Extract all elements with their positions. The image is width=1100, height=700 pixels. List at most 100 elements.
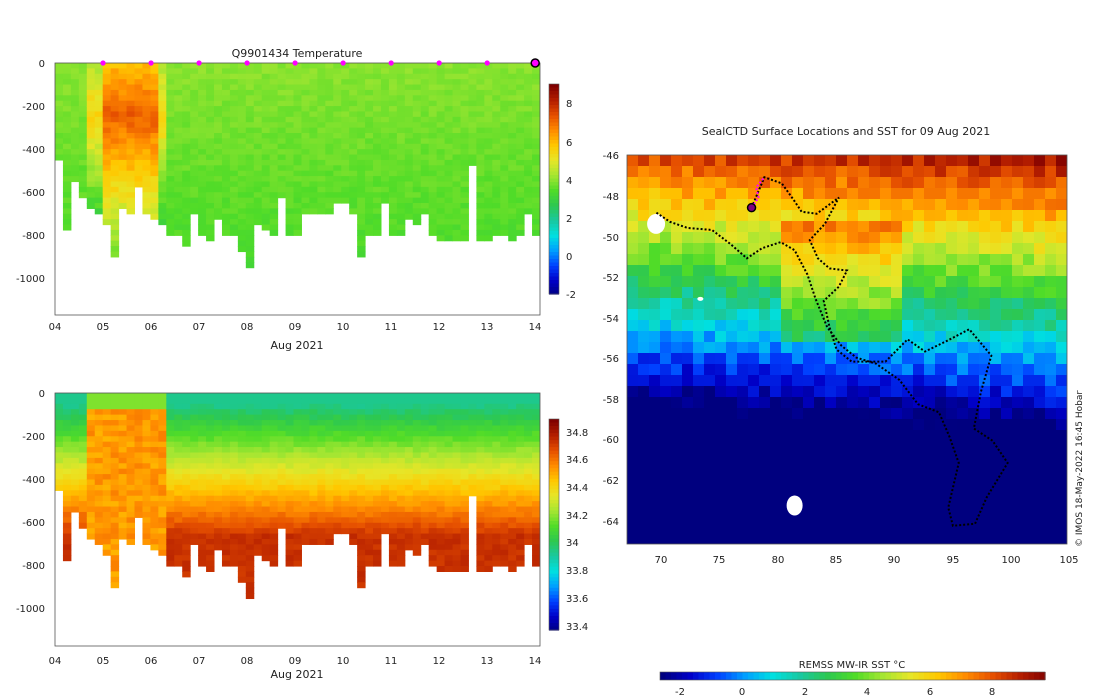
profile-cell (325, 538, 334, 545)
profile-cell (55, 100, 64, 107)
sst-cell (847, 232, 859, 244)
profile-cell (269, 463, 279, 470)
profile-cell (532, 154, 540, 161)
profile-cell (452, 484, 461, 491)
profile-cell (174, 219, 183, 226)
profile-cell (380, 176, 390, 183)
sst-cell (803, 254, 815, 266)
profile-cell (444, 116, 454, 123)
profile-cell (436, 73, 446, 80)
profile-cell (253, 501, 263, 508)
profile-cell (436, 143, 446, 150)
profile-cell (444, 463, 454, 470)
sst-cell (748, 430, 760, 442)
sst-cell (847, 188, 859, 200)
profile-cell (373, 203, 382, 209)
profile-cell (428, 213, 438, 220)
profile-cell (301, 452, 310, 459)
profile-cell (261, 68, 271, 75)
profile-cell (158, 197, 167, 204)
sst-cell (759, 397, 771, 409)
sst-cell (627, 199, 639, 211)
profile-cell (253, 133, 263, 139)
profile-cell (492, 84, 501, 91)
profile-cell (428, 138, 438, 145)
profile-cell (55, 73, 64, 80)
profile-cell (396, 409, 406, 416)
profile-cell (452, 79, 461, 86)
profile-cell (229, 95, 239, 102)
profile-cell (365, 425, 374, 432)
sst-cell (627, 397, 639, 409)
profile-cell (436, 538, 446, 545)
sst-cell (682, 320, 694, 332)
profile-cell (150, 203, 159, 209)
sst-cell (924, 232, 936, 244)
profile-cell (365, 490, 374, 497)
profile-cell (150, 501, 159, 508)
profile-cell (253, 213, 263, 220)
profile-cell (198, 533, 207, 540)
sst-cell (627, 485, 639, 497)
profile-cell (357, 420, 366, 427)
profile-cell (420, 100, 430, 107)
profile-cell (245, 549, 255, 556)
profile-cell (142, 495, 151, 502)
profile-cell (333, 100, 342, 107)
sst-cell (660, 463, 672, 475)
profile-cell (325, 68, 334, 75)
profile-cell (484, 398, 493, 405)
profile-cell (396, 447, 406, 454)
profile-cell (365, 170, 374, 177)
colorbar-swatch (549, 224, 559, 229)
profile-cell (508, 192, 517, 199)
sst-cell (759, 265, 771, 277)
sst-cell (781, 287, 793, 299)
profile-cell (261, 89, 271, 96)
colorbar-swatch (549, 422, 559, 427)
profile-cell (261, 447, 271, 454)
colorbar-swatch (549, 262, 559, 267)
profile-cell (309, 159, 318, 166)
sst-cell (814, 166, 826, 178)
profile-cell (309, 522, 318, 529)
profile-cell (532, 490, 540, 497)
sst-cell (682, 507, 694, 519)
profile-cell (396, 68, 406, 75)
profile-cell (460, 403, 469, 410)
profile-cell (492, 409, 501, 416)
profile-cell (150, 68, 159, 75)
profile-cell (492, 73, 501, 80)
profile-cell (214, 506, 223, 513)
profile-cell (532, 441, 540, 448)
profile-cell (206, 501, 215, 508)
profile-cell (245, 262, 255, 269)
profile-cell (452, 159, 461, 166)
profile-cell (428, 143, 438, 150)
profile-cell (404, 100, 414, 107)
sst-cell (715, 265, 727, 277)
sst-cell (660, 287, 672, 299)
profile-cell (150, 95, 159, 102)
profile-cell (396, 511, 406, 518)
sst-cell (924, 221, 936, 233)
profile-cell (245, 560, 255, 567)
profile-cell (182, 240, 191, 247)
profile-cell (174, 409, 183, 416)
profile-cell (237, 506, 247, 513)
profile-cell (174, 79, 183, 86)
profile-cell (301, 68, 310, 75)
profile-cell (158, 165, 167, 172)
profile-cell (301, 192, 310, 199)
profile-cell (436, 192, 446, 199)
profile-cell (428, 544, 438, 551)
profile-cell (174, 133, 183, 139)
profile-cell (420, 143, 430, 150)
profile-cell (428, 506, 438, 513)
profile-cell (55, 111, 64, 118)
sst-cell (847, 430, 859, 442)
profile-cell (476, 95, 485, 102)
profile-cell (126, 484, 136, 491)
sst-cell (682, 540, 694, 544)
profile-cell (460, 122, 469, 129)
